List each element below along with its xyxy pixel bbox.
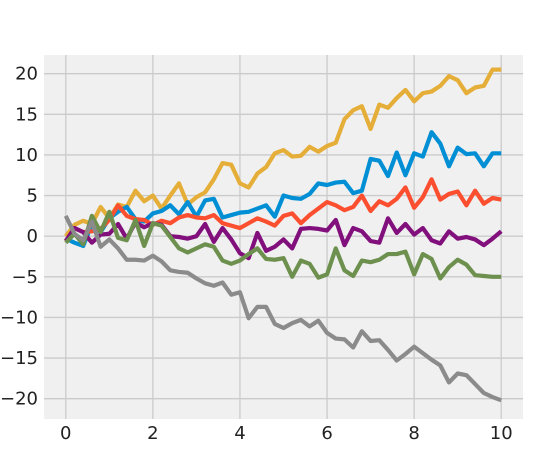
series-line-1	[64, 67, 502, 238]
x-tick-label: 2	[147, 423, 158, 444]
x-tick-label: 6	[321, 423, 332, 444]
y-tick-label: −15	[0, 348, 38, 369]
series-line-3	[64, 177, 502, 243]
y-tick-label: −20	[0, 389, 38, 410]
y-tick-label: 10	[15, 145, 38, 166]
y-tick-label: 15	[15, 104, 38, 125]
y-tick-label: 0	[27, 226, 38, 247]
x-tick-label: 10	[490, 423, 513, 444]
y-tick-label: 20	[15, 64, 38, 85]
y-tick-label: −5	[11, 267, 38, 288]
series-lines	[63, 67, 503, 403]
y-tick-label: 5	[27, 186, 38, 207]
x-tick-label: 8	[408, 423, 419, 444]
series-line-5	[64, 209, 502, 281]
x-tick-label: 4	[234, 423, 245, 444]
series-line-6	[63, 214, 502, 403]
axis-tick-labels: 0 2 4 6 8 10 −20 −15 −10 −5 0 5 10 15 20	[0, 64, 513, 444]
y-tick-label: −10	[0, 307, 38, 328]
x-tick-label: 0	[60, 423, 71, 444]
